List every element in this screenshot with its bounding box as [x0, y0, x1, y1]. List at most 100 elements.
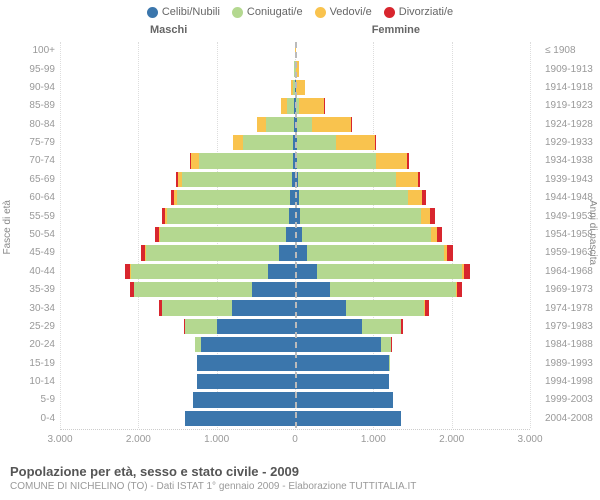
female-half [295, 244, 530, 262]
bar-segment [197, 355, 295, 370]
bar-segment [437, 227, 442, 242]
bar-segment [302, 227, 431, 242]
chart-plot-area [60, 42, 530, 428]
bar-segment [266, 117, 293, 132]
female-half [295, 336, 530, 354]
bar-segment [375, 135, 376, 150]
bar-segment [307, 245, 444, 260]
chart-container: { "chart": { "type": "population-pyramid… [0, 0, 600, 500]
chart-footer: Popolazione per età, sesso e stato civil… [10, 464, 416, 492]
bar-segment [233, 135, 242, 150]
bar-segment [421, 208, 430, 223]
female-half [295, 410, 530, 428]
legend-label: Coniugati/e [247, 6, 303, 18]
age-label: 30-34 [0, 303, 55, 314]
male-half [60, 263, 295, 281]
bar-segment [201, 337, 295, 352]
male-half [60, 244, 295, 262]
bar-segment [217, 319, 295, 334]
bar-segment [408, 190, 422, 205]
bar-segment [268, 264, 295, 279]
birth-year-label: 1909-1913 [545, 64, 600, 75]
legend: Celibi/NubiliConiugati/eVedovi/eDivorzia… [0, 0, 600, 18]
age-label: 90-94 [0, 82, 55, 93]
age-label: 0-4 [0, 413, 55, 424]
bar-segment [197, 374, 295, 389]
legend-label: Celibi/Nubili [162, 6, 220, 18]
age-label: 70-74 [0, 155, 55, 166]
female-half [295, 299, 530, 317]
birth-year-label: 1929-1933 [545, 137, 600, 148]
male-half [60, 354, 295, 372]
chart-subtitle: COMUNE DI NICHELINO (TO) - Dati ISTAT 1°… [10, 481, 416, 492]
birth-year-label: 1984-1988 [545, 339, 600, 350]
bar-segment [243, 135, 294, 150]
bar-segment [362, 319, 401, 334]
bar-segment [312, 117, 351, 132]
female-half [295, 207, 530, 225]
bar-segment [295, 319, 362, 334]
female-half [295, 171, 530, 189]
x-axis: 3.0002.0001.00001.0002.0003.000 [60, 429, 530, 448]
bar-segment [131, 264, 268, 279]
birth-year-label: 1919-1923 [545, 100, 600, 111]
age-label: 15-19 [0, 358, 55, 369]
bar-segment [401, 319, 403, 334]
male-half [60, 79, 295, 97]
male-half [60, 42, 295, 60]
female-half [295, 116, 530, 134]
bar-segment [146, 245, 279, 260]
bar-segment [295, 282, 330, 297]
female-half [295, 152, 530, 170]
bar-segment [295, 392, 393, 407]
age-label: 25-29 [0, 321, 55, 332]
female-half [295, 263, 530, 281]
male-title: Maschi [150, 24, 187, 36]
birth-year-label: 1914-1918 [545, 82, 600, 93]
bar-segment [287, 98, 294, 113]
male-half [60, 226, 295, 244]
birth-year-label: 1989-1993 [545, 358, 600, 369]
birth-year-label: 1979-1983 [545, 321, 600, 332]
bar-segment [296, 80, 305, 95]
female-half [295, 391, 530, 409]
x-tick-label: 3.000 [517, 434, 542, 445]
male-half [60, 134, 295, 152]
bar-segment [317, 264, 462, 279]
x-tick-label: 2.000 [126, 434, 151, 445]
x-tick-label: 1.000 [361, 434, 386, 445]
birth-year-label: 1974-1978 [545, 303, 600, 314]
birth-year-label: 1969-1973 [545, 284, 600, 295]
legend-item: Celibi/Nubili [147, 6, 220, 18]
bar-segment [422, 190, 426, 205]
male-half [60, 189, 295, 207]
bar-segment [286, 227, 295, 242]
birth-year-label: 1999-2003 [545, 394, 600, 405]
bar-segment [457, 282, 462, 297]
birth-year-label: 1949-1953 [545, 211, 600, 222]
bar-segment [191, 153, 199, 168]
age-label: 40-44 [0, 266, 55, 277]
bar-segment [252, 282, 295, 297]
bar-segment [297, 153, 375, 168]
age-label: 10-14 [0, 376, 55, 387]
bar-segment [389, 355, 390, 370]
x-tick-label: 3.000 [47, 434, 72, 445]
female-half [295, 354, 530, 372]
female-half [295, 281, 530, 299]
bar-segment [396, 172, 418, 187]
bar-segment [193, 392, 295, 407]
bar-segment [298, 172, 396, 187]
age-label: 80-84 [0, 119, 55, 130]
chart-title: Popolazione per età, sesso e stato civil… [10, 464, 416, 479]
age-label: 85-89 [0, 100, 55, 111]
bar-segment [295, 264, 317, 279]
legend-swatch [232, 7, 243, 18]
birth-year-label: 1944-1948 [545, 192, 600, 203]
bar-segment [299, 190, 409, 205]
legend-item: Coniugati/e [232, 6, 303, 18]
birth-year-label: ≤ 1908 [545, 45, 600, 56]
birth-year-label: 2004-2008 [545, 413, 600, 424]
bar-segment [447, 245, 453, 260]
bar-segment [185, 319, 216, 334]
